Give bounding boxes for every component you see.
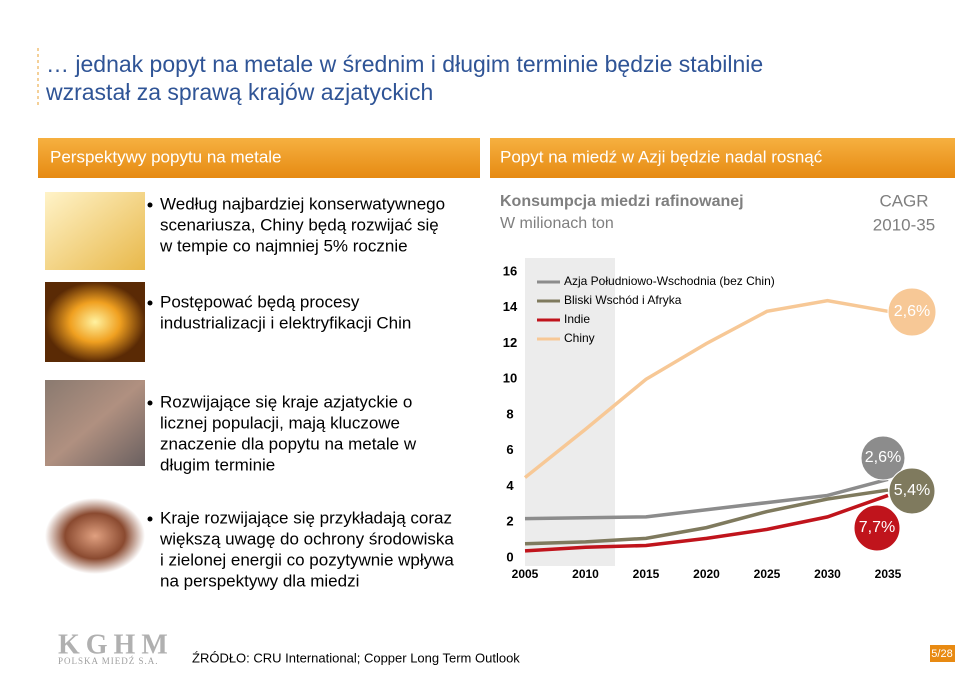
legend-label: Bliski Wschód i Afryka [564, 293, 682, 307]
y-tick-label: 14 [503, 299, 518, 314]
right-header-bar [490, 138, 955, 178]
chart-subtitle: W milionach ton [500, 215, 614, 232]
cagr-label: 2,6% [865, 449, 901, 466]
bullet-text: Rozwijające się kraje azjatyckie o [160, 392, 412, 411]
y-tick-label: 4 [506, 478, 514, 493]
legend-label: Indie [564, 312, 590, 326]
series-line [524, 493, 889, 553]
y-tick-label: 2 [506, 514, 513, 529]
title: wzrastał za sprawą krajów azjatyckich [45, 79, 433, 105]
left-header: Perspektywy popytu na metale [50, 147, 282, 166]
bullet-text: długim terminie [160, 455, 275, 474]
y-tick-label: 10 [503, 371, 517, 386]
y-tick-label: 0 [506, 549, 513, 564]
x-tick-label: 2005 [512, 567, 539, 581]
bullet-text: scenariusza, Chiny będą rozwijać się [160, 215, 439, 234]
page-box [930, 645, 955, 662]
bullet-text: Postępować będą procesy [160, 292, 360, 311]
series-line [524, 477, 889, 521]
x-tick-label: 2015 [633, 567, 660, 581]
title: … jednak popyt na metale w średnim i dłu… [46, 51, 763, 77]
bullet-dot [147, 202, 153, 208]
bullet-text: i zielonej energii co pozytywnie wpływa [160, 550, 454, 569]
logo: KGHM [58, 629, 174, 660]
cagr-title: CAGR [879, 191, 928, 210]
y-tick-label: 16 [503, 263, 517, 278]
bullet-dot [147, 300, 153, 306]
x-tick-label: 2035 [875, 567, 902, 581]
image-nugget [45, 498, 145, 574]
series-line [523, 298, 889, 479]
history-shade [525, 258, 615, 566]
bullet-text: większą uwagę do ochrony środowiska [159, 529, 454, 548]
y-tick-label: 12 [503, 335, 517, 350]
page-number: 5/28 [931, 648, 952, 660]
bullet-text: Według najbardziej konserwatywnego [160, 194, 445, 213]
legend-label: Azja Południowo-Wschodnia (bez Chin) [564, 274, 775, 288]
left-header-bar [38, 138, 480, 178]
image-helmet [45, 282, 145, 362]
source: ŹRÓDŁO: CRU International; Copper Long T… [192, 650, 520, 665]
image-pencils [45, 192, 145, 270]
cagr-bubble [860, 435, 906, 481]
bullet-text: licznej populacji, mają kluczowe [160, 413, 400, 432]
right-header: Popyt na miedź w Azji będzie nadal rosną… [500, 147, 823, 166]
x-tick-label: 2020 [693, 567, 720, 581]
x-tick-label: 2010 [572, 567, 599, 581]
image-crowd [45, 380, 145, 466]
legend-label: Chiny [564, 331, 595, 345]
bullet-text: znaczenie dla popytu na metale w [160, 434, 417, 453]
x-tick-label: 2030 [814, 567, 841, 581]
bullet-dot [147, 516, 153, 522]
x-tick-label: 2025 [754, 567, 781, 581]
y-tick-label: 8 [506, 406, 513, 421]
cagr-bubble [853, 504, 901, 552]
cagr-label: 5,4% [894, 482, 930, 499]
cagr-bubble [888, 467, 936, 515]
cagr-period: 2010-35 [873, 215, 935, 234]
logo-sub: POLSKA MIEDŹ S.A. [58, 656, 159, 666]
series-line [524, 488, 889, 546]
bullet-text: w tempie co najmniej 5% rocznie [159, 236, 408, 255]
bullet-text: industrializacji i elektryfikacji Chin [160, 313, 411, 332]
cagr-label: 2,6% [894, 303, 930, 320]
bullet-text: Kraje rozwijające się przykładają coraz [160, 508, 452, 527]
bullet-dot [147, 400, 153, 406]
chart-title: Konsumpcja miedzi rafinowanej [500, 193, 744, 210]
bullet-text: na perspektywy dla miedzi [160, 571, 359, 590]
cagr-bubble [887, 287, 937, 337]
y-tick-label: 6 [506, 442, 513, 457]
cagr-label: 7,7% [859, 519, 895, 536]
